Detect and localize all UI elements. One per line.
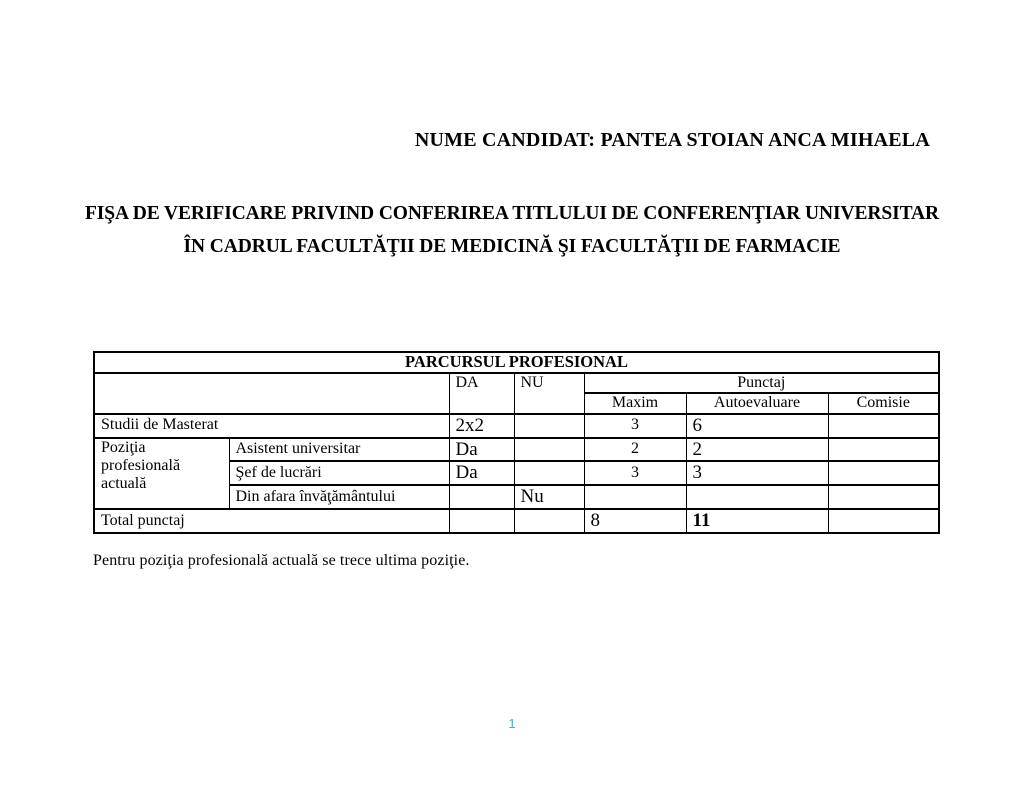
- cell-sef-comisie: [827, 460, 940, 487]
- header-maxim: Maxim: [583, 392, 687, 415]
- cell-asistent-nu: [513, 436, 585, 463]
- document-title: FIŞA DE VERIFICARE PRIVIND CONFERIREA TI…: [0, 198, 1024, 263]
- row-sef-lucrari: Şef de lucrări Da 3 3: [94, 460, 940, 487]
- header-da: DA: [448, 371, 515, 415]
- cell-masterat-comisie: [827, 412, 940, 439]
- cell-total-nu: [513, 508, 585, 534]
- header-autoevaluare: Autoevaluare: [685, 392, 829, 415]
- cell-total-autoevaluare: 11: [685, 508, 829, 534]
- cell-asistent-da: Da: [448, 436, 515, 463]
- table-header-row-1: DA NU Punctaj: [93, 371, 940, 415]
- cell-masterat-nu: [513, 412, 585, 439]
- table-title-row: PARCURSUL PROFESIONAL: [93, 351, 940, 374]
- cell-asistent-autoevaluare: 2: [685, 436, 829, 463]
- header-comisie: Comisie: [827, 392, 940, 415]
- cell-dinafara-da: [448, 484, 515, 511]
- cell-dinafara-maxim: [583, 484, 687, 511]
- cell-total-label: Total punctaj: [93, 508, 450, 534]
- header-punctaj: Punctaj: [583, 371, 940, 395]
- row-din-afara: Din afara învăţământului Nu: [94, 484, 940, 511]
- cell-total-comisie: [827, 508, 940, 534]
- cell-dinafara-autoevaluare: [685, 484, 829, 511]
- cell-sef-nu: [513, 460, 585, 487]
- row-studii-masterat: Studii de Masterat 2x2 3 6: [93, 412, 940, 439]
- cell-masterat-maxim: 3: [583, 412, 687, 439]
- table-header-row-2: Maxim Autoevaluare Comisie: [94, 392, 940, 415]
- cell-sef-maxim: 3: [583, 460, 687, 487]
- row-asistent: Poziţia profesională actuală Asistent un…: [93, 436, 940, 511]
- cell-pozitia-label: Poziţia profesională actuală: [93, 436, 230, 511]
- row-total: Total punctaj 8 11: [93, 508, 940, 534]
- document-title-line1: FIŞA DE VERIFICARE PRIVIND CONFERIREA TI…: [85, 203, 939, 224]
- cell-asistent-label: Asistent universitar: [228, 436, 450, 463]
- table-title: PARCURSUL PROFESIONAL: [93, 351, 940, 374]
- cell-masterat-autoevaluare: 6: [685, 412, 829, 439]
- cell-total-da: [448, 508, 515, 534]
- page-number: 1: [508, 716, 516, 731]
- cell-masterat-label: Studii de Masterat: [93, 412, 450, 439]
- cell-asistent-maxim: 2: [583, 436, 687, 463]
- cell-dinafara-nu: Nu: [513, 484, 585, 511]
- footnote: Pentru poziţia profesională actuală se t…: [93, 552, 470, 569]
- cell-masterat-da: 2x2: [448, 412, 515, 439]
- document-title-line2: ÎN CADRUL FACULTĂŢII DE MEDICINĂ ŞI FACU…: [183, 235, 841, 257]
- cell-dinafara-comisie: [827, 484, 940, 511]
- header-empty-cell: [93, 371, 450, 415]
- cell-asistent-comisie: [827, 436, 940, 463]
- cell-sef-da: Da: [448, 460, 515, 487]
- candidate-name-line: NUME CANDIDAT: PANTEA STOIAN ANCA MIHAEL…: [414, 129, 930, 151]
- cell-sef-label: Şef de lucrări: [228, 460, 450, 487]
- cell-dinafara-label: Din afara învăţământului: [228, 484, 450, 511]
- parcursul-profesional-table: PARCURSUL PROFESIONAL DA NU Punctaj Maxi…: [93, 351, 941, 534]
- cell-sef-autoevaluare: 3: [685, 460, 829, 487]
- header-nu: NU: [513, 371, 585, 415]
- cell-total-maxim: 8: [583, 508, 687, 534]
